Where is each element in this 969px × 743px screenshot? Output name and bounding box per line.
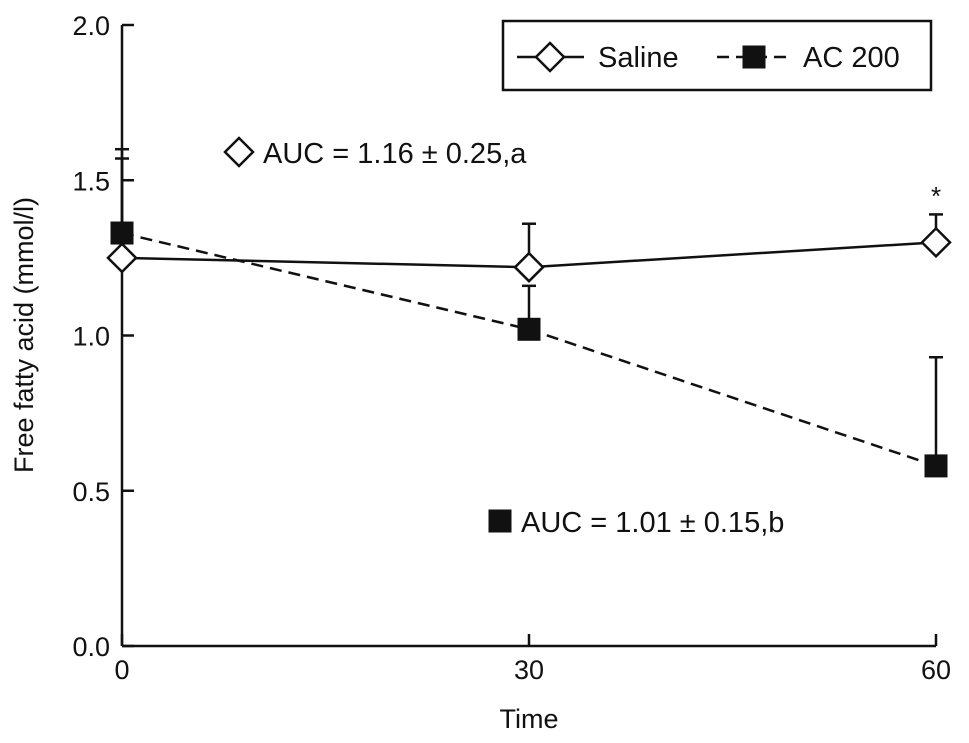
series-markers [106, 221, 952, 478]
data-point-ac200 [110, 221, 134, 245]
y-tick-label: 2.0 [72, 11, 110, 41]
legend-item-saline: Saline [517, 41, 679, 74]
legend-marker-saline [534, 41, 566, 73]
data-point-ac200 [924, 454, 948, 478]
legend-item-ac200: AC 200 [717, 42, 900, 74]
y-axis-ticks: 0.0 0.5 1.0 1.5 2.0 [72, 11, 134, 662]
data-point-saline [106, 242, 138, 274]
x-axis-label: Time [500, 704, 559, 734]
annotation-auc-ac200-text: AUC = 1.01 ± 0.15,b [521, 507, 784, 539]
legend-label-saline: Saline [598, 42, 679, 74]
y-tick-label: 1.5 [72, 166, 110, 196]
x-tick-label: 60 [921, 655, 951, 685]
legend-box [501, 19, 933, 92]
data-point-ac200 [517, 317, 541, 341]
legend: Saline AC 200 [501, 19, 933, 92]
annotation-auc-saline: AUC = 1.16 ± 0.25,a [223, 136, 527, 170]
error-bars [115, 147, 943, 466]
x-tick-label: 0 [114, 655, 129, 685]
legend-marker-ac200 [742, 45, 766, 69]
x-axis-ticks: 0 30 60 [114, 634, 951, 685]
data-point-saline [920, 226, 952, 259]
y-tick-label: 0.5 [72, 477, 110, 507]
y-axis-label: Free fatty acid (mmol/l) [9, 197, 39, 473]
legend-label-ac200: AC 200 [803, 42, 900, 74]
x-tick-label: 30 [514, 655, 544, 685]
annotation-auc-ac200: AUC = 1.01 ± 0.15,b [488, 507, 784, 539]
y-tick-label: 0.0 [72, 632, 110, 662]
data-point-saline [513, 251, 545, 283]
annotation-marker-saline [223, 136, 255, 168]
y-tick-label: 1.0 [72, 322, 110, 352]
significance-star: * [931, 181, 941, 211]
annotation-auc-saline-text: AUC = 1.16 ± 0.25,a [263, 138, 527, 170]
annotation-marker-ac200 [488, 509, 512, 533]
